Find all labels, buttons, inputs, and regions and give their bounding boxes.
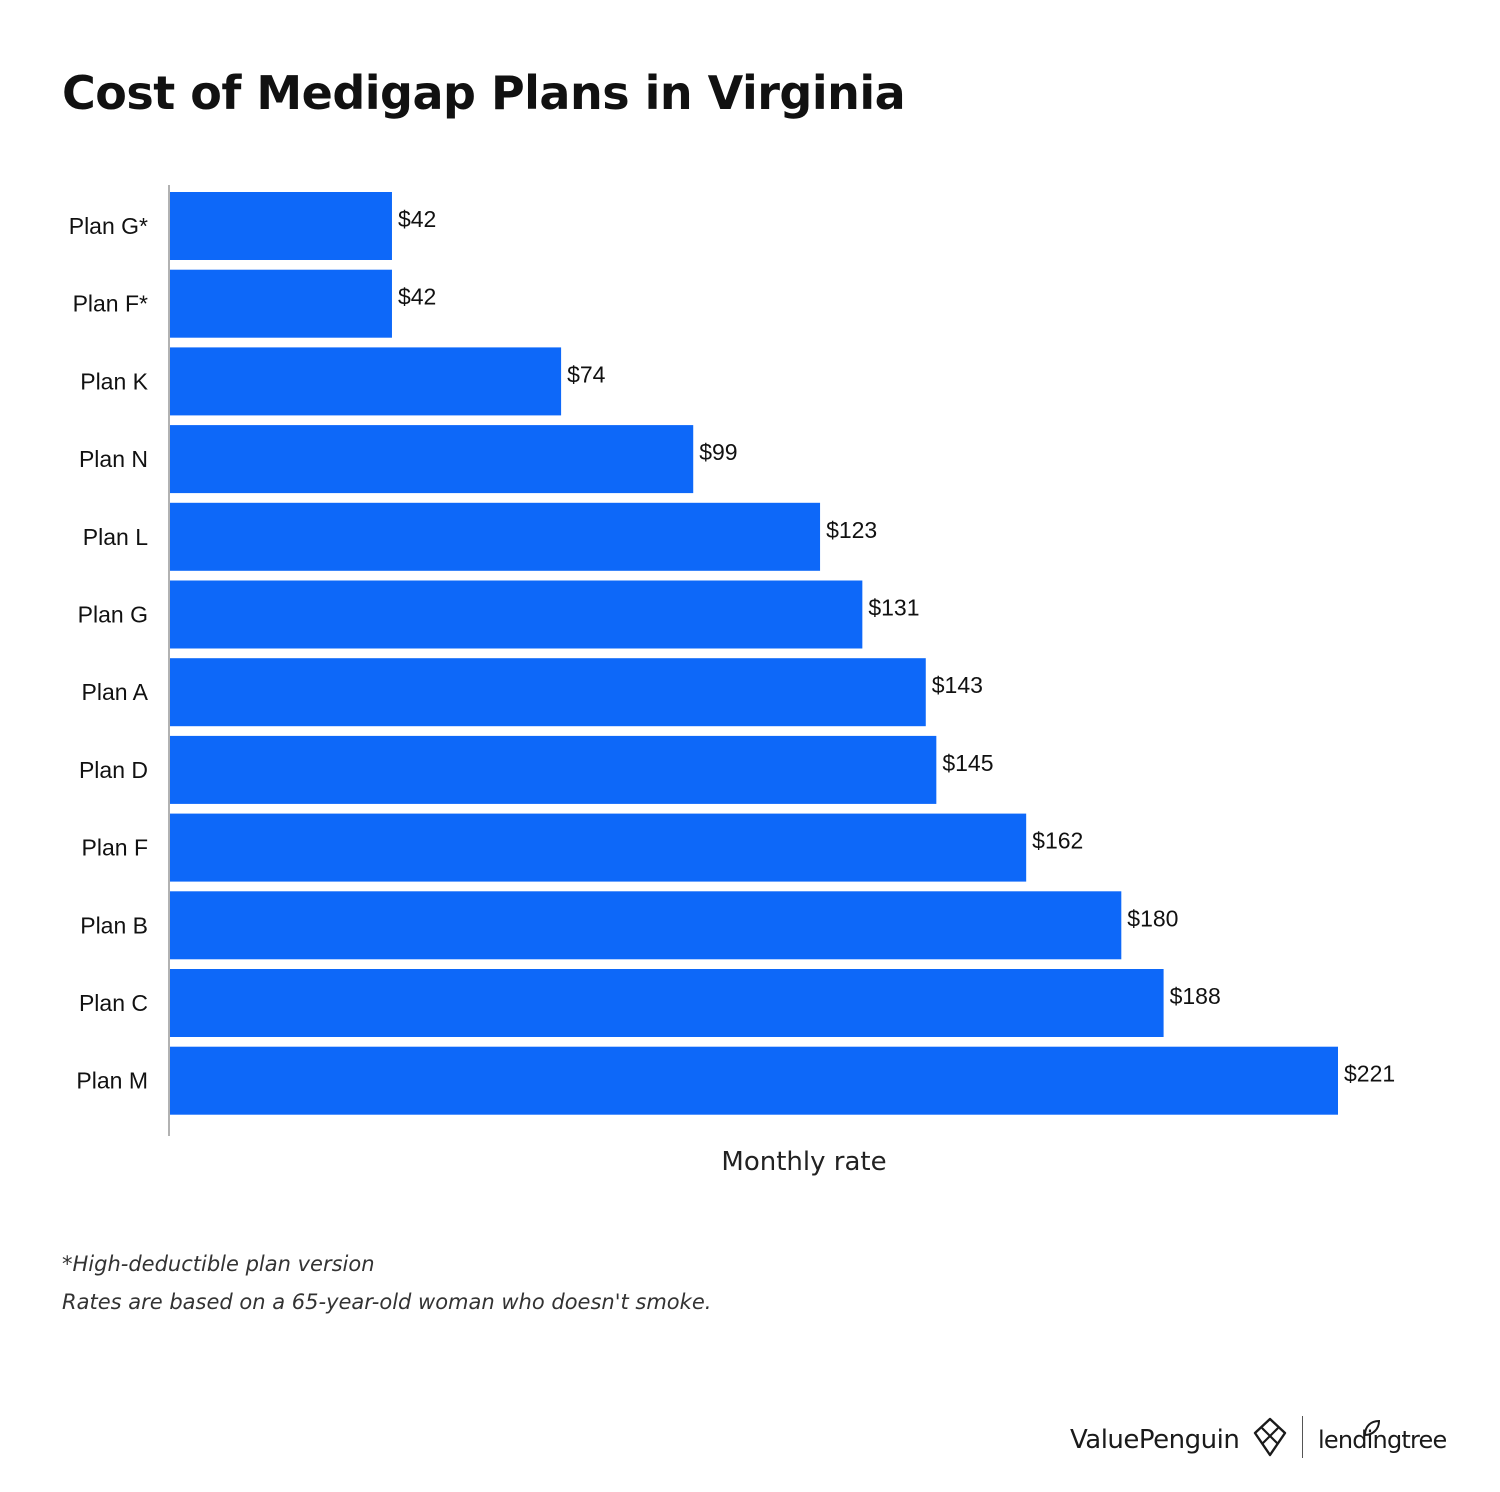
bar-plan-k [170,347,562,416]
category-label: Plan F* [73,291,148,317]
value-label: $162 [1032,828,1083,854]
brand-divider [1302,1416,1303,1458]
bar-plan-a [170,658,926,727]
category-label: Plan L [83,524,148,550]
category-label: Plan F [82,835,148,861]
value-label: $221 [1344,1061,1395,1087]
bars-group [170,192,1338,1115]
value-label: $180 [1127,905,1178,931]
category-label: Plan A [82,679,149,705]
bar-plan-f [170,269,392,338]
bar-chart: Plan G* Plan F* Plan K Plan N Plan L Plan G Pl… [69,185,1395,1177]
category-label: Plan B [80,912,148,938]
bar-plan-g [170,580,863,649]
bar-plan-d [170,735,937,804]
footnote-high-deductible: *High-deductible plan version [62,1252,375,1276]
category-label: Plan M [76,1068,148,1094]
value-label: $99 [699,439,737,465]
value-label: $143 [932,672,983,698]
penguin-logo-icon [1253,1417,1287,1457]
category-label: Plan G* [69,213,148,239]
value-label: $131 [868,595,919,621]
bar-plan-c [170,969,1164,1037]
value-label: $42 [398,206,436,232]
leaf-logo-icon [1363,1419,1381,1437]
value-label: $145 [942,750,993,776]
bar-plan-n [170,425,694,494]
category-label: Plan C [79,990,148,1016]
value-label: $123 [826,517,877,543]
footnote-rates-basis: Rates are based on a 65-year-old woman w… [62,1290,712,1314]
bar-plan-f [170,813,1027,882]
bar-plan-m [170,1046,1338,1115]
value-label: $188 [1170,983,1221,1009]
category-label: Plan G [78,602,148,628]
value-labels-group: $42 $42 $74 $99 $123 $131 $143 $145 $162 $180 $188… [398,206,1395,1087]
category-label: Plan D [79,757,148,783]
category-label: Plan K [80,368,148,394]
valuepenguin-logo: ValuePenguin [1070,1425,1240,1455]
value-label: $74 [567,361,606,387]
bar-plan-g [170,192,392,260]
category-labels-group: Plan G* Plan F* Plan K Plan N Plan L Plan G Pl… [69,213,149,1094]
value-label: $42 [398,284,436,310]
chart-title: Cost of Medigap Plans in Virginia [62,66,906,120]
bar-plan-l [170,502,821,571]
bar-plan-b [170,891,1122,960]
x-axis-label: Monthly rate [721,1147,886,1177]
lendingtree-logo: lendingtree [1318,1426,1447,1454]
category-label: Plan N [79,446,148,472]
